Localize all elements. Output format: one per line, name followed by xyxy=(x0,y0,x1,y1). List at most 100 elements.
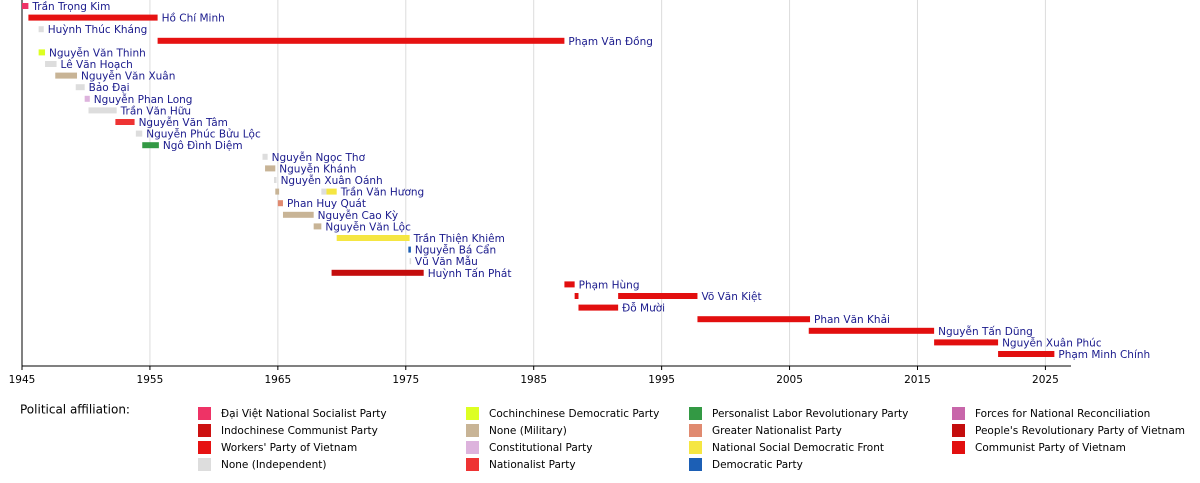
row-label: Hồ Chí Minh xyxy=(162,13,225,25)
bar xyxy=(38,49,46,56)
row-label: Nguyễn Văn Thinh xyxy=(49,46,146,59)
bar xyxy=(75,84,85,91)
bar xyxy=(115,119,135,125)
row-label: Huỳnh Thúc Kháng xyxy=(48,24,148,36)
row-label: Nguyễn Xuân Phúc xyxy=(1002,336,1102,349)
legend-label: None (Independent) xyxy=(221,459,326,471)
row-label: Ngô Đình Diệm xyxy=(163,140,243,152)
row-label: Nguyễn Bá Cẩn xyxy=(415,244,496,257)
row-label: Nguyễn Văn Tâm xyxy=(139,116,228,129)
row-label: Trần Văn Hữu xyxy=(120,105,191,117)
row-label: Nguyễn Văn Xuân xyxy=(81,70,175,83)
x-tick-label: 2015 xyxy=(904,374,931,386)
legend-label: Democratic Party xyxy=(712,459,803,471)
legend-swatch xyxy=(689,424,702,437)
legend-label: Constitutional Party xyxy=(489,442,592,454)
bar xyxy=(409,258,412,265)
bar xyxy=(574,293,579,299)
x-tick-label: 1985 xyxy=(520,374,547,386)
bar xyxy=(808,327,935,334)
x-tick-label: 1955 xyxy=(137,374,164,386)
legend-swatch xyxy=(466,424,479,437)
legend-title: Political affiliation: xyxy=(20,403,130,417)
legend-label: None (Military) xyxy=(489,425,567,437)
bar xyxy=(274,177,277,183)
legend-swatch xyxy=(952,441,965,454)
row-label: Nguyễn Phúc Bửu Lộc xyxy=(146,128,261,141)
legend-swatch xyxy=(689,441,702,454)
bar xyxy=(88,107,117,114)
legend-label: Indochinese Communist Party xyxy=(221,425,378,437)
bar xyxy=(321,188,327,195)
legend-label: Forces for National Reconciliation xyxy=(975,408,1150,420)
legend-label: National Social Democratic Front xyxy=(712,442,884,454)
row-label: Phan Văn Khải xyxy=(814,314,890,326)
row-label: Nguyễn Khánh xyxy=(279,162,356,175)
row-label: Nguyễn Phan Long xyxy=(94,93,193,106)
legend-swatch xyxy=(689,407,702,420)
legend-label: Cochinchinese Democratic Party xyxy=(489,408,659,420)
row-label: Đỗ Mười xyxy=(622,302,665,315)
row-label: Nguyễn Xuân Oánh xyxy=(281,174,383,187)
bar xyxy=(84,95,90,102)
bar xyxy=(578,304,619,311)
bar xyxy=(408,246,411,253)
bar xyxy=(275,188,280,195)
row-label: Bảo Đại xyxy=(89,82,130,94)
bar xyxy=(277,200,283,207)
legend-label: Personalist Labor Revolutionary Party xyxy=(712,408,908,420)
bar xyxy=(336,235,410,241)
bar xyxy=(326,188,337,195)
legend-swatch xyxy=(466,458,479,471)
bar xyxy=(564,281,575,288)
bar xyxy=(934,339,999,346)
bar xyxy=(265,165,276,172)
legend-swatch xyxy=(198,458,211,471)
legend-label: Đại Việt National Socialist Party xyxy=(221,408,387,420)
legend-swatch xyxy=(198,424,211,437)
bar xyxy=(38,26,44,33)
legend-label: Nationalist Party xyxy=(489,459,576,471)
row-label: Phạm Minh Chính xyxy=(1058,349,1150,361)
legend-label: People's Revolutionary Party of Vietnam xyxy=(975,425,1185,437)
row-label: Trần Văn Hương xyxy=(340,187,425,199)
row-label: Nguyễn Ngọc Thơ xyxy=(272,151,366,164)
bar xyxy=(142,142,159,149)
bar xyxy=(28,14,158,21)
x-tick-label: 1965 xyxy=(264,374,291,386)
x-tick-label: 1995 xyxy=(648,374,675,386)
legend-swatch xyxy=(466,407,479,420)
row-label: Nguyễn Cao Kỳ xyxy=(318,209,398,222)
legend-swatch xyxy=(198,407,211,420)
x-tick-label: 2025 xyxy=(1032,374,1059,386)
row-label: Nguyễn Tấn Dũng xyxy=(938,325,1033,338)
bar xyxy=(331,269,424,276)
legend-label: Workers' Party of Vietnam xyxy=(221,442,357,454)
x-tick-label: 2005 xyxy=(776,374,803,386)
bar xyxy=(22,3,29,9)
row-label: Phạm Văn Đồng xyxy=(568,36,652,48)
row-label: Phạm Hùng xyxy=(579,279,640,291)
row-label: Trần Trọng Kim xyxy=(31,1,110,13)
legend-swatch xyxy=(466,441,479,454)
legend-swatch xyxy=(198,441,211,454)
row-label: Nguyễn Văn Lộc xyxy=(325,220,411,233)
bar xyxy=(998,351,1055,357)
bar xyxy=(157,37,565,44)
row-label: Lê Văn Hoạch xyxy=(61,59,133,71)
row-label: Huỳnh Tấn Phát xyxy=(428,268,512,280)
legend-swatch xyxy=(689,458,702,471)
x-tick-label: 1945 xyxy=(9,374,36,386)
legend-swatch xyxy=(952,424,965,437)
row-label: Vũ Văn Mẫu xyxy=(415,255,478,268)
bar xyxy=(262,153,268,160)
bar xyxy=(313,223,322,230)
bar xyxy=(282,211,314,218)
legend-label: Communist Party of Vietnam xyxy=(975,442,1126,454)
row-label: Trần Thiện Khiêm xyxy=(413,233,505,245)
row-label: Phan Huy Quát xyxy=(287,198,366,210)
bar xyxy=(135,130,143,137)
legend-label: Greater Nationalist Party xyxy=(712,425,842,437)
bar xyxy=(55,72,78,79)
bar xyxy=(45,61,57,67)
